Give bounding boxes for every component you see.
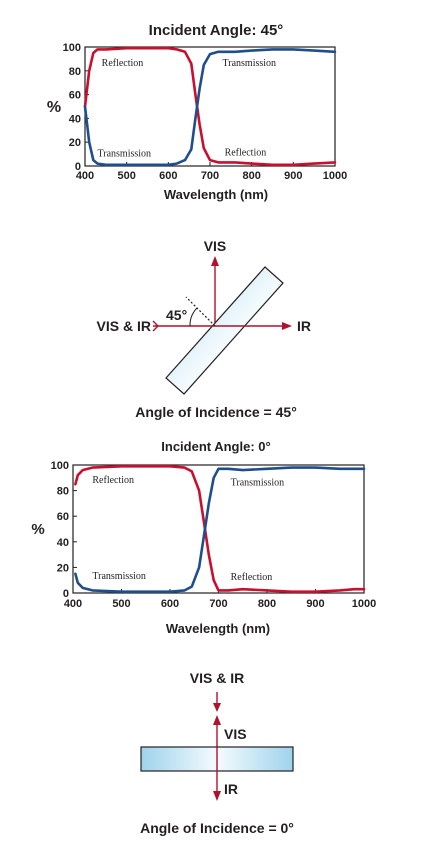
- x-tick-label: 900: [306, 598, 324, 610]
- reflection-series-line: [83, 46, 337, 167]
- series-annotation: Reflection: [231, 572, 273, 583]
- x-tick-label: 400: [76, 170, 94, 182]
- x-tick-label: 400: [64, 598, 82, 610]
- series-annotation: Transmission: [98, 148, 152, 159]
- y-tick-label: 100: [51, 460, 69, 472]
- series-annotation: Transmission: [223, 58, 277, 69]
- transmission-series-line: [74, 466, 366, 594]
- chart-45-annotations: Reflection Transmission Transmission Reflec…: [98, 58, 277, 159]
- y-tick-label: 80: [69, 66, 81, 78]
- diagram-45: VIS VIS & IR IR 45° Angle of Incidence =…: [97, 238, 311, 420]
- series-annotation: Reflection: [92, 475, 134, 486]
- x-tick-label: 800: [258, 598, 276, 610]
- chart-45: Incident Angle: 45° 0 20 40 60 80 100 400 500 6…: [47, 22, 347, 202]
- chart-0: Incident Angle: 0° 0 20 40 60 80 100 400 500 60…: [31, 439, 376, 636]
- chart-0-series: [74, 464, 366, 594]
- x-tick-label: 500: [112, 598, 130, 610]
- x-tick-label: 600: [159, 170, 177, 182]
- diagram-0-label-bottom: IR: [224, 781, 238, 797]
- chart-45-x-axis-label: Wavelength (nm): [164, 187, 268, 202]
- x-tick-label: 500: [117, 170, 135, 182]
- chart-0-y-axis-label: %: [31, 521, 44, 538]
- y-tick-label: 20: [69, 137, 81, 149]
- surface-normal: [185, 296, 216, 327]
- y-tick-label: 40: [57, 537, 69, 549]
- y-tick-label: 20: [57, 562, 69, 574]
- glass-plate-45: [165, 266, 284, 395]
- chart-0-y-ticks: 0 20 40 60 80 100: [51, 460, 77, 600]
- chart-45-title: Incident Angle: 45°: [149, 22, 284, 39]
- y-tick-label: 0: [63, 588, 69, 600]
- diagram-0: VIS & IR VIS IR Angle of Incidence = 0°: [140, 670, 294, 836]
- series-annotation: Transmission: [231, 477, 285, 488]
- transmission-series-line: [83, 48, 337, 167]
- diagram-45-label-left: VIS & IR: [97, 318, 151, 334]
- reflection-series-line: [74, 464, 366, 594]
- series-annotation: Transmission: [92, 571, 146, 582]
- x-tick-label: 700: [201, 170, 219, 182]
- chart-45-series: [83, 46, 337, 167]
- chart-0-x-ticks: 400 500 600 700 800 900 1000: [64, 589, 376, 610]
- series-annotation: Reflection: [225, 147, 267, 158]
- chart-0-title: Incident Angle: 0°: [161, 439, 270, 454]
- diagram-0-caption: Angle of Incidence = 0°: [140, 820, 294, 836]
- reflected-arrowhead-up: [213, 715, 221, 725]
- diagram-45-label-right: IR: [297, 318, 311, 334]
- y-tick-label: 100: [63, 42, 81, 54]
- diagram-45-label-top: VIS: [204, 238, 227, 254]
- y-tick-label: 0: [75, 161, 81, 173]
- chart-0-x-axis-label: Wavelength (nm): [166, 621, 270, 636]
- chart-45-y-axis-label: %: [47, 99, 61, 116]
- diagram-45-caption: Angle of Incidence = 45°: [135, 404, 297, 420]
- angle-arc: [189, 307, 198, 327]
- diagram-0-label-top: VIS & IR: [190, 670, 244, 686]
- x-tick-label: 700: [209, 598, 227, 610]
- incident-arrowhead-down: [213, 703, 221, 712]
- y-tick-label: 80: [57, 486, 69, 498]
- y-tick-label: 60: [69, 90, 81, 102]
- x-tick-label: 800: [242, 170, 260, 182]
- x-tick-label: 1000: [323, 170, 347, 182]
- x-tick-label: 600: [161, 598, 179, 610]
- vis-arrowhead-up: [211, 256, 219, 266]
- chart-0-annotations: Reflection Transmission Transmission Reflec…: [92, 475, 284, 583]
- incident-arrow-tail: [152, 320, 159, 332]
- angle-label: 45°: [166, 307, 187, 323]
- chart-45-x-ticks: 400 500 600 700 800 900 1000: [76, 162, 347, 182]
- diagram-0-label-reflect: VIS: [224, 726, 247, 742]
- x-tick-label: 1000: [352, 598, 376, 610]
- x-tick-label: 900: [284, 170, 302, 182]
- y-tick-label: 60: [57, 511, 69, 523]
- series-annotation: Reflection: [102, 58, 144, 69]
- ir-arrowhead-right: [282, 322, 292, 330]
- chart-45-y-ticks: 0 20 40 60 80 100: [63, 42, 89, 173]
- y-tick-label: 40: [69, 113, 81, 125]
- transmitted-arrowhead-down: [213, 791, 221, 801]
